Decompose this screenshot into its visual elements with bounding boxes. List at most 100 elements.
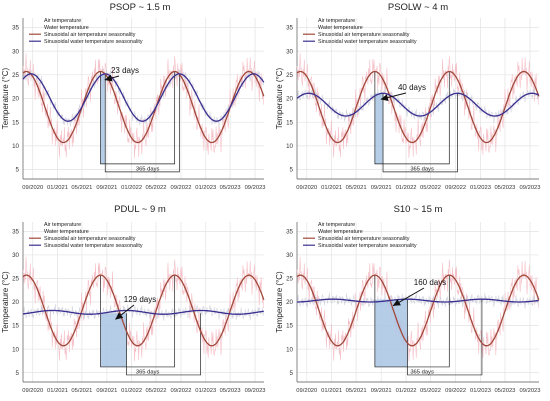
y-tick-label: 15 [12,119,19,126]
x-tick-label: 05/2023 [494,185,515,191]
y-axis-label: Temperature (°C) [275,67,284,129]
lag-label: 129 days [124,295,156,304]
water-sinusoid-line [296,92,540,117]
y-tick-label: 35 [286,25,293,32]
x-tick-label: 05/2021 [346,388,367,394]
x-tick-label: 01/2021 [321,185,342,191]
water-sinusoid-line [22,73,265,122]
legend-entry: Air temperature [44,18,81,24]
x-tick-label: 09/2022 [445,185,466,191]
y-tick-label: 20 [286,96,293,103]
x-tick-label: 01/2023 [195,185,216,191]
y-tick-label: 20 [286,299,293,306]
x-tick-label: 05/2022 [420,388,441,394]
x-tick-label: 09/2020 [296,185,317,191]
y-tick-label: 20 [12,299,19,306]
x-tick-label: 09/2021 [96,185,117,191]
water-period-bracket [382,93,458,173]
legend-entry: Sinusoidal air temperature seasonality [318,236,410,242]
x-tick-label: 01/2022 [121,185,142,191]
y-tick-label: 25 [286,72,293,79]
legend-entry: Sinusoidal water temperature seasonality [318,243,417,249]
y-tick-label: 30 [12,252,19,259]
x-tick-label: 09/2020 [296,388,317,394]
x-tick-label: 09/2023 [245,388,266,394]
lag-shade [100,73,106,164]
lag-arrow [380,92,407,101]
legend-entry: Sinusoidal water temperature seasonality [44,39,143,45]
legend-entry: Sinusoidal water temperature seasonality [318,39,417,45]
lag-shade [100,313,127,367]
air-temperature-raw-trace [22,53,264,159]
air-sinusoid-line [22,274,265,347]
chart-title: S10 ~ 15 m [394,204,443,215]
y-tick-label: 30 [286,252,293,259]
air-period-bracket [374,275,450,368]
y-axis-label: Temperature (°C) [275,271,284,333]
x-tick-label: 09/2022 [170,388,191,394]
x-tick-label: 01/2023 [195,388,216,394]
water-period-bracket [407,299,483,376]
x-tick-label: 09/2023 [520,185,541,191]
legend-entry: Air temperature [318,222,355,228]
chart-panel-2: PSOLW ~ 4 m 5 10 15 20 25 30 35 09/2020 01/2021 05… [275,2,541,191]
lag-label: 40 days [398,83,426,92]
air-temperature-raw-trace [296,256,539,362]
water-temperature-raw-trace [296,292,539,309]
legend-entry: Water temperature [44,229,89,235]
y-tick-label: 35 [286,229,293,236]
air-period-bracket [374,71,450,165]
period-label: 365 days [410,166,434,172]
x-tick-label: 09/2023 [245,185,266,191]
legend-entry: Water temperature [44,25,89,31]
y-tick-label: 10 [286,143,293,150]
y-tick-label: 25 [286,276,293,283]
y-tick-label: 20 [12,96,19,103]
x-tick-label: 01/2023 [470,388,491,394]
legend-entry: Sinusoidal air temperature seasonality [318,32,410,38]
x-tick-label: 05/2023 [494,388,515,394]
legend-entry: Water temperature [318,229,363,235]
x-tick-label: 05/2021 [71,185,92,191]
lag-label: 160 days [414,278,446,287]
legend-entry: Sinusoidal water temperature seasonality [44,243,143,249]
y-tick-label: 10 [12,143,19,150]
y-tick-label: 35 [12,25,19,32]
air-sinusoid-line [296,274,540,347]
x-tick-label: 09/2022 [170,185,191,191]
chart-panel-4: S10 ~ 15 m 5 10 15 20 25 30 35 09/2020 01/2021 05/… [275,204,541,394]
y-tick-label: 25 [12,72,19,79]
period-label: 365 days [410,369,434,375]
x-tick-label: 09/2020 [22,388,43,394]
y-axis-label: Temperature (°C) [1,67,10,129]
x-tick-label: 09/2021 [96,388,117,394]
lag-shade [374,299,408,367]
x-tick-label: 05/2021 [346,185,367,191]
y-tick-label: 5 [16,370,20,377]
y-tick-label: 5 [16,167,20,174]
y-tick-label: 25 [12,276,19,283]
x-tick-label: 01/2022 [396,388,417,394]
x-tick-label: 05/2022 [146,185,167,191]
water-period-bracket [126,313,202,376]
lag-arrow [392,287,425,307]
chart-title: PSOP ~ 1.5 m [110,2,171,13]
x-tick-label: 09/2020 [22,185,43,191]
lag-arrow [104,74,120,82]
x-tick-label: 01/2023 [470,185,491,191]
water-period-bracket [104,73,180,173]
x-tick-label: 05/2022 [146,388,167,394]
x-tick-label: 01/2022 [396,185,417,191]
y-tick-label: 10 [286,346,293,353]
lag-shade [374,93,384,164]
chart-title: PDUL ~ 9 m [114,204,166,215]
x-tick-label: 09/2023 [520,388,541,394]
legend-entry: Sinusoidal air temperature seasonality [44,32,136,38]
y-tick-label: 35 [12,229,19,236]
y-tick-label: 30 [286,48,293,55]
y-tick-label: 5 [290,370,294,377]
air-period-bracket [100,71,176,165]
